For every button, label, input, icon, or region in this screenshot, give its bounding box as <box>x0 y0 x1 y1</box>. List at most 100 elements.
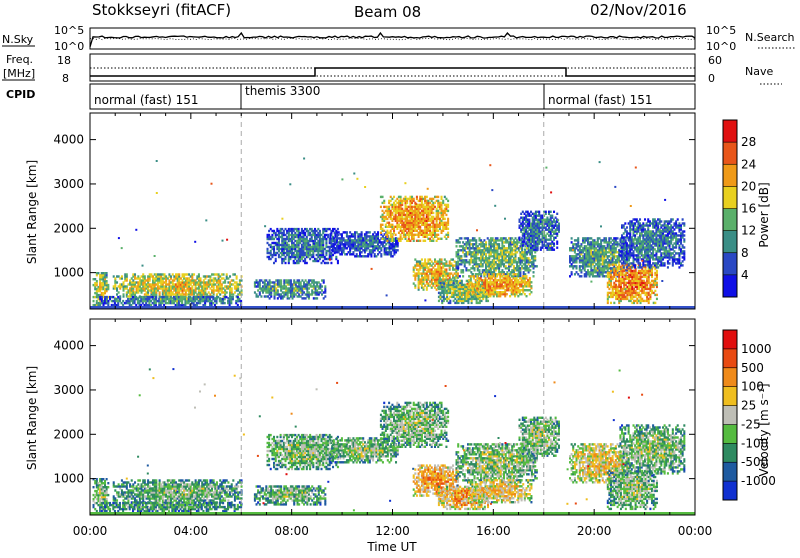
data-cell <box>456 245 458 247</box>
data-cell <box>382 224 384 226</box>
noise-left-top-tick: 10^5 <box>54 24 84 37</box>
data-cell <box>236 275 238 277</box>
data-cell <box>159 291 161 293</box>
data-cell <box>553 211 555 213</box>
data-cell <box>414 284 416 286</box>
freq-trace <box>90 68 695 76</box>
data-cell <box>459 275 461 277</box>
data-cell <box>324 285 326 287</box>
data-cell <box>267 248 269 250</box>
data-cell <box>101 296 103 298</box>
data-cell <box>498 243 500 245</box>
data-cell <box>393 196 395 198</box>
data-cell <box>240 300 242 302</box>
data-cell <box>533 271 535 273</box>
data-cell <box>298 228 300 230</box>
data-cell <box>447 228 449 230</box>
data-cell <box>460 237 462 239</box>
nave-label: Nave <box>745 65 773 78</box>
data-cell <box>393 238 395 240</box>
data-cell <box>316 297 318 299</box>
data-cell <box>178 273 180 275</box>
data-cell <box>444 218 446 220</box>
data-cell <box>321 285 323 287</box>
data-cell <box>383 230 385 232</box>
data-cell <box>200 277 202 279</box>
data-cell <box>480 273 482 275</box>
data-cell <box>479 269 481 271</box>
data-cell <box>397 249 399 251</box>
data-cell <box>447 200 449 202</box>
data-cell <box>461 280 463 282</box>
data-cell <box>170 296 172 298</box>
data-cell <box>155 296 157 298</box>
data-cell <box>223 273 225 275</box>
data-cell <box>106 280 108 282</box>
data-cell <box>517 273 519 275</box>
data-cell <box>571 271 573 273</box>
data-cell <box>538 211 540 213</box>
freq-left-bottom-tick: 8 <box>62 72 69 85</box>
data-cell <box>361 231 363 233</box>
noise-search-trace <box>90 38 695 39</box>
data-cell <box>571 237 573 239</box>
data-cell <box>290 279 292 281</box>
data-cell <box>460 255 462 257</box>
data-cell <box>106 296 108 298</box>
data-cell <box>193 273 195 275</box>
data-cell <box>198 273 200 275</box>
data-cell <box>437 234 439 236</box>
data-cell <box>556 241 558 243</box>
data-cell <box>462 269 464 271</box>
data-cell <box>416 196 418 198</box>
data-cell <box>530 291 532 293</box>
data-cell <box>475 239 477 241</box>
data-cell <box>445 260 447 262</box>
data-cell <box>226 291 228 293</box>
data-cell <box>377 231 379 233</box>
data-cell <box>123 293 125 295</box>
data-cell <box>369 231 371 233</box>
data-cell <box>526 295 528 297</box>
data-cell <box>441 238 443 240</box>
data-cell <box>319 230 321 232</box>
data-cell <box>421 258 423 260</box>
data-cell <box>441 196 443 198</box>
cpid-label: CPID <box>6 88 35 101</box>
data-cell <box>468 295 470 297</box>
cpid-segment-3: normal (fast) 151 <box>548 93 652 107</box>
data-cell <box>413 198 415 200</box>
freq-label-line2: [MHz] <box>3 67 35 80</box>
data-cell <box>424 258 426 260</box>
data-cell <box>529 269 531 271</box>
data-cell <box>580 275 582 277</box>
data-cell <box>445 268 447 270</box>
freq-right-bottom-tick: 0 <box>708 72 715 85</box>
data-cell <box>526 275 528 277</box>
data-cell <box>395 234 397 236</box>
data-cell <box>225 296 227 298</box>
data-cell <box>553 243 555 245</box>
data-cell <box>226 273 228 275</box>
data-cell <box>306 262 308 264</box>
data-cell <box>260 295 262 297</box>
data-cell <box>447 232 449 234</box>
noise-panel <box>90 28 695 49</box>
data-cell <box>576 265 578 267</box>
data-cell <box>383 200 385 202</box>
data-cell <box>556 213 558 215</box>
data-cell <box>232 296 234 298</box>
data-cell <box>432 212 434 214</box>
data-cell <box>224 302 226 304</box>
data-cell <box>98 302 100 304</box>
data-cell <box>229 275 231 277</box>
data-cell <box>237 304 239 306</box>
data-cell <box>459 241 461 243</box>
data-cell <box>442 200 444 202</box>
data-cell <box>493 273 495 275</box>
data-cell <box>534 255 536 257</box>
data-cell <box>528 219 530 221</box>
data-cell <box>275 258 277 260</box>
data-cell <box>551 215 553 217</box>
